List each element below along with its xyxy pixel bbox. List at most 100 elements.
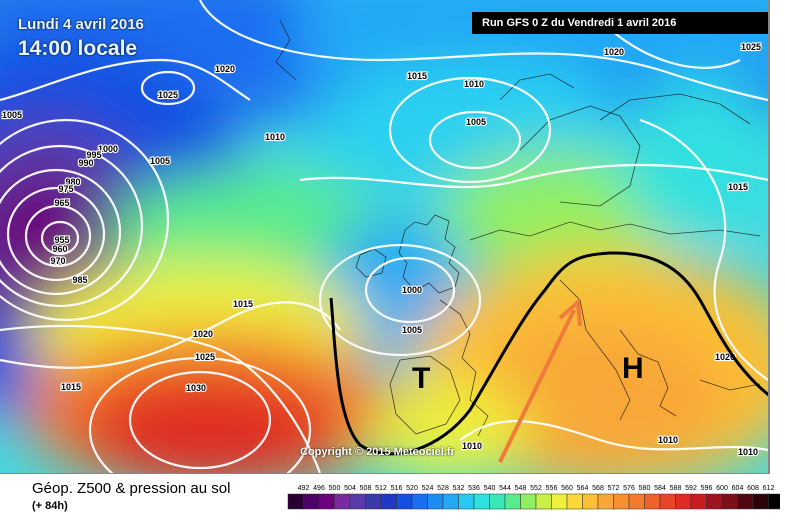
color-scale-swatch: [318, 493, 335, 510]
color-scale-swatch: [365, 493, 382, 510]
variable-label: Géop. Z500 & pression au sol: [32, 480, 231, 497]
color-scale-swatch: [628, 493, 645, 510]
coastlines: [275, 19, 761, 437]
isobar-label: 1015: [407, 71, 427, 81]
color-scale-tick: 504: [344, 485, 356, 492]
color-scale-tick: 528: [437, 485, 449, 492]
color-scale-swatch: [380, 493, 397, 510]
color-scale-tick: 512: [375, 485, 387, 492]
model-run-banner: Run GFS 0 Z du Vendredi 1 avril 2016: [472, 12, 768, 34]
isobar-label: 970: [50, 256, 65, 266]
isobar-label: 1015: [233, 299, 253, 309]
color-scale-tick: 524: [422, 485, 434, 492]
low-pressure-symbol: T: [412, 362, 430, 395]
isobar-label: 1015: [728, 182, 748, 192]
geopotential-map: 1020 1025 1015 1010 1020 1025 1005 1005 1010 1000…: [0, 0, 770, 475]
isobar-label: 985: [72, 275, 87, 285]
color-scale-swatch: [644, 493, 661, 510]
color-scale-tick: 596: [701, 485, 713, 492]
color-scale-swatch: [287, 493, 304, 510]
color-scale-swatch: [582, 493, 599, 510]
color-scale-swatch: [303, 493, 320, 510]
isobar-label: 1010: [658, 435, 678, 445]
isobar-label: 1015: [61, 382, 81, 392]
lead-time-label: (+ 84h): [32, 500, 68, 512]
high-pressure-symbol: H: [622, 352, 644, 385]
isobar-lines: [0, 0, 768, 473]
isobar-label: 1020: [604, 47, 624, 57]
color-scale-swatch: [458, 493, 475, 510]
color-scale-tick: 516: [391, 485, 403, 492]
color-scale-tick: 492: [298, 485, 310, 492]
isobar-label: 980: [65, 177, 80, 187]
trough-ridge-line: [329, 251, 768, 456]
color-scale-tick: 552: [530, 485, 542, 492]
color-scale-swatch: [737, 493, 754, 510]
color-scale: 492 496 500 504 508 512 516 520 524 528 532 536 540 5…: [287, 485, 780, 510]
color-scale-tick: 540: [484, 485, 496, 492]
isobar-label: 1010: [738, 447, 758, 457]
isobar-label: 1005: [466, 117, 486, 127]
color-scale-tick: 548: [515, 485, 527, 492]
isobar-labels: 1020 1025 1015 1010 1020 1025 1005 1005 1010 1000…: [1, 41, 762, 458]
color-scale-swatch: [613, 493, 630, 510]
color-scale-tick: 576: [623, 485, 635, 492]
isobar-label: 995: [86, 150, 101, 160]
color-scale-tick: 588: [670, 485, 682, 492]
color-scale-swatch: [334, 493, 351, 510]
color-scale-swatch: [489, 493, 506, 510]
color-scale-tick: 608: [747, 485, 759, 492]
isobar-label: 975: [58, 184, 73, 194]
color-scale-swatch: [721, 493, 738, 510]
color-scale-tick: 592: [685, 485, 697, 492]
color-scale-swatch: [706, 493, 723, 510]
warm-advection-arrow: [498, 297, 582, 463]
isobar-label: 1005: [150, 156, 170, 166]
color-scale-tick: 612: [763, 485, 775, 492]
map-legend-footer: Géop. Z500 & pression au sol (+ 84h) 492…: [0, 474, 785, 531]
color-scale-tick: 600: [716, 485, 728, 492]
color-scale-swatch: [551, 493, 568, 510]
forecast-time: 14:00 locale: [18, 37, 138, 60]
isobar-label: 1030: [186, 383, 206, 393]
isobar-label: 955: [54, 235, 69, 245]
color-scale-tick: 604: [732, 485, 744, 492]
isobar-label: 1005: [402, 325, 422, 335]
color-scale-swatch: [659, 493, 676, 510]
color-scale-tick: 568: [592, 485, 604, 492]
isobar-label: 1025: [158, 90, 178, 100]
color-scale-tick: 556: [546, 485, 558, 492]
isobar-label: 960: [52, 244, 67, 254]
map-canvas: 1020 1025 1015 1010 1020 1025 1005 1005 1010 1000…: [0, 0, 768, 473]
color-scale-swatch: [442, 493, 459, 510]
color-scale-swatch: [473, 493, 490, 510]
color-scale-tick: 532: [453, 485, 465, 492]
isobar-label: 1020: [215, 64, 235, 74]
color-scale-tick: 560: [561, 485, 573, 492]
color-scale-tick: 572: [608, 485, 620, 492]
color-scale-swatch: [752, 493, 769, 510]
isobar-label: 1025: [195, 352, 215, 362]
isobar-label: 1005: [2, 110, 22, 120]
isobar-label: 1000: [402, 285, 422, 295]
isobar-label: 1000: [98, 144, 118, 154]
color-scale-tick: 580: [639, 485, 651, 492]
color-scale-swatch: [566, 493, 583, 510]
color-scale-tick: 496: [313, 485, 325, 492]
color-scale-swatch: [411, 493, 428, 510]
color-scale-tick: 584: [654, 485, 666, 492]
copyright-label: Copyright © 2015 Meteociel.fr: [300, 446, 455, 458]
z500-color-field: [0, 0, 768, 473]
color-scale-swatch: [768, 493, 780, 510]
color-scale-swatch: [427, 493, 444, 510]
color-scale-swatch: [396, 493, 413, 510]
isobar-label: 1025: [741, 42, 761, 52]
isobar-label: 1010: [462, 441, 482, 451]
isobar-label: 990: [78, 158, 93, 168]
color-scale-tick: 508: [360, 485, 372, 492]
color-scale-swatch: [597, 493, 614, 510]
color-scale-swatch: [349, 493, 366, 510]
color-scale-tick: 520: [406, 485, 418, 492]
isobar-label: 1010: [464, 79, 484, 89]
